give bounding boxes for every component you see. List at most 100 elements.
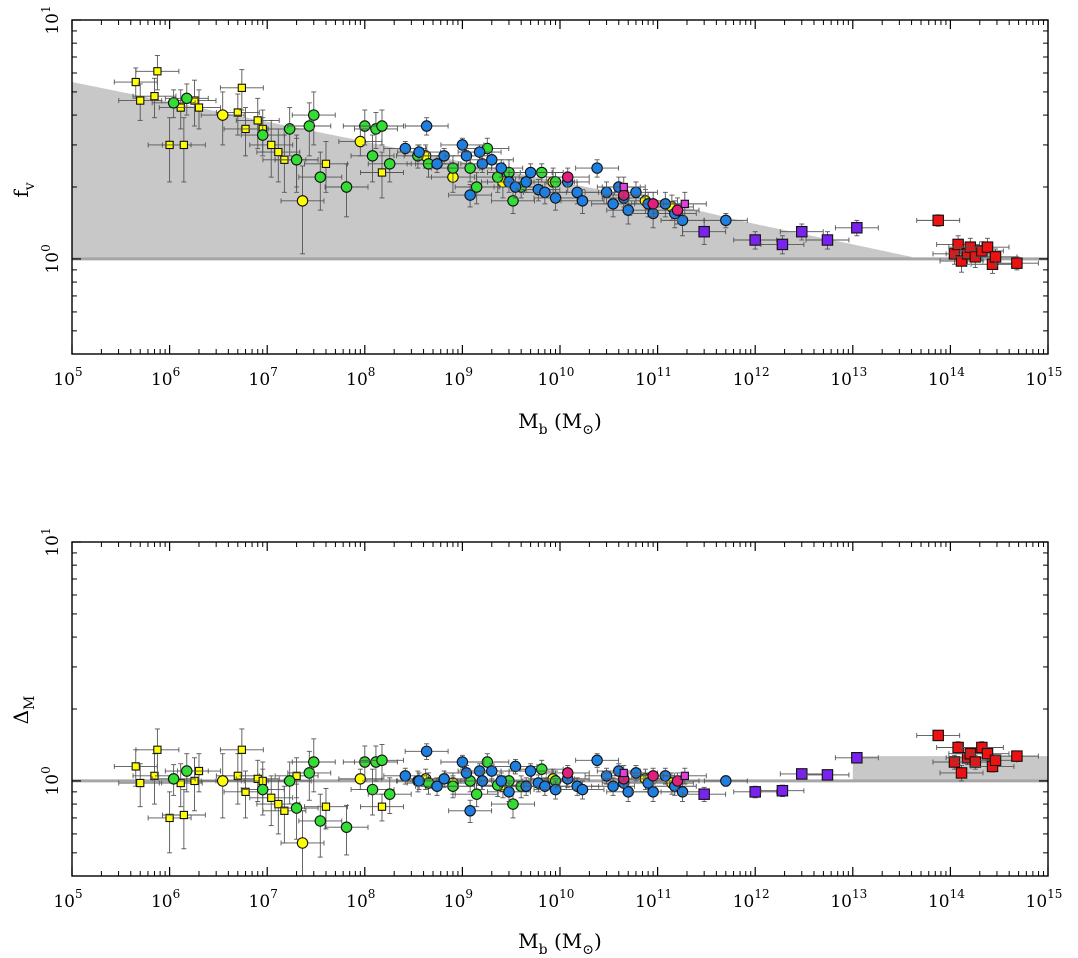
bottom-point <box>354 773 367 785</box>
bottom-point <box>366 783 379 796</box>
top-point <box>377 168 387 177</box>
top-point <box>464 162 476 174</box>
bottom-point <box>600 770 613 782</box>
top-point <box>283 123 296 135</box>
top-point <box>136 96 145 105</box>
bottom-xtick-label: 106 <box>151 887 180 912</box>
bottom-point <box>237 745 247 754</box>
bottom-xtick-label: 1013 <box>830 887 867 912</box>
bottom-point <box>509 760 522 773</box>
bottom-x-axis-label: Mb (M⊙) <box>518 929 602 958</box>
bottom-point <box>456 756 469 768</box>
bottom-xtick-label: 105 <box>53 887 82 912</box>
bottom-point <box>821 769 834 781</box>
bottom-point <box>190 776 199 786</box>
top-point <box>507 195 519 207</box>
bottom-series-2 <box>151 738 578 858</box>
top-point <box>366 150 379 162</box>
bottom-point <box>464 805 476 817</box>
top-point <box>619 182 628 192</box>
top-xtick-label: 1011 <box>635 365 672 390</box>
bottom-point <box>216 775 229 787</box>
top-point <box>383 158 396 170</box>
top-point <box>796 225 808 238</box>
top-point <box>600 186 613 199</box>
top-point <box>1011 257 1023 269</box>
bottom-point <box>576 783 589 796</box>
top-point <box>321 159 331 168</box>
top-point <box>153 67 162 76</box>
bottom-point <box>314 815 327 827</box>
top-point <box>150 92 159 101</box>
top-point <box>981 241 994 253</box>
top-point <box>680 199 689 209</box>
bottom-xtick-label: 108 <box>346 887 375 912</box>
bottom-point <box>431 780 443 792</box>
top-point <box>671 204 684 216</box>
bottom-xtick-label: 1011 <box>635 887 672 912</box>
top-series-6 <box>682 219 879 255</box>
bottom-point <box>981 747 994 760</box>
top-point <box>698 225 710 238</box>
top-xtick-label: 109 <box>444 365 473 390</box>
top-panel: 105 106 107 108 109 1010 1011 1012 1013 1014 1015 1… <box>9 5 1062 438</box>
top-point <box>303 120 316 132</box>
top-point <box>274 147 283 157</box>
bottom-point <box>535 763 548 775</box>
bottom-point <box>340 821 353 833</box>
bottom-point <box>749 786 761 798</box>
bottom-y-axis-label: ΔM <box>9 696 38 725</box>
bottom-point <box>932 729 944 742</box>
top-point <box>456 139 469 151</box>
bottom-ytick-label: 101 <box>39 527 63 556</box>
bottom-point <box>241 787 250 797</box>
bottom-point <box>495 775 507 787</box>
bottom-xtick-label: 1010 <box>538 887 575 912</box>
bottom-point <box>561 767 574 779</box>
top-point <box>308 109 320 121</box>
bottom-point <box>647 770 659 782</box>
bottom-point <box>165 813 174 823</box>
top-point <box>464 189 476 201</box>
top-ytick-label: 100 <box>39 244 63 273</box>
top-point <box>955 255 968 267</box>
bottom-point <box>179 810 189 820</box>
bottom-point <box>303 767 316 779</box>
bottom-series-6 <box>682 752 879 802</box>
top-point <box>460 150 473 162</box>
top-point <box>354 135 367 148</box>
top-point <box>486 154 498 166</box>
top-point <box>749 234 761 246</box>
top-point <box>470 181 483 193</box>
top-x-axis-label: Mb (M⊙) <box>518 409 602 438</box>
top-point <box>821 234 834 246</box>
top-point <box>509 181 522 193</box>
bottom-point <box>383 788 396 800</box>
top-point <box>720 214 732 227</box>
bottom-point <box>1011 750 1023 762</box>
top-point <box>314 171 327 183</box>
bottom-point <box>720 775 732 787</box>
bottom-point <box>290 802 303 814</box>
bottom-point <box>503 786 515 798</box>
top-point <box>539 186 551 199</box>
bottom-series-layer <box>113 728 1039 877</box>
top-point <box>194 103 204 112</box>
bottom-point <box>321 802 331 811</box>
bottom-point <box>776 784 789 797</box>
top-xtick-label: 105 <box>53 365 82 390</box>
bottom-point <box>619 768 628 778</box>
top-xtick-label: 1015 <box>1026 365 1063 390</box>
top-point <box>952 238 964 251</box>
bottom-series-4 <box>545 765 700 791</box>
bottom-panel: 105 106 107 108 109 1010 1011 1012 1013 1014 1015 1… <box>9 527 1062 958</box>
top-point <box>131 77 140 87</box>
bottom-ytick-label: 100 <box>39 766 63 795</box>
bottom-point <box>420 745 433 758</box>
bottom-point <box>136 778 145 788</box>
top-point <box>776 238 789 251</box>
top-point <box>233 108 242 117</box>
top-point <box>413 146 425 158</box>
bottom-point <box>460 767 473 779</box>
bottom-point <box>796 768 808 780</box>
